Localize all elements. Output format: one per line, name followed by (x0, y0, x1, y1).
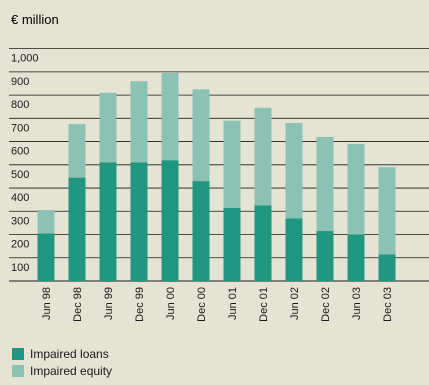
bar-impaired-loans (192, 181, 210, 281)
legend-label-impaired-equity: Impaired equity (30, 363, 113, 378)
unit-label: € million (11, 12, 59, 27)
bar-impaired-loans (68, 177, 86, 281)
y-tick-label: 800 (11, 99, 29, 111)
x-tick-label: Jun 01 (227, 287, 239, 320)
x-tick-label: Dec 99 (134, 287, 146, 322)
x-tick-label: Dec 98 (72, 287, 84, 322)
bar-impaired-equity (68, 124, 86, 178)
bar-impaired-loans (99, 162, 117, 281)
y-tick-label: 500 (11, 169, 29, 181)
x-tick-label: Jun 03 (351, 287, 363, 320)
bar-impaired-loans (316, 231, 334, 281)
bar-impaired-equity (223, 120, 241, 208)
y-tick-label: 200 (11, 239, 29, 251)
y-tick-label: 100 (11, 262, 29, 274)
bar-impaired-loans (378, 254, 396, 281)
y-tick-label: 700 (11, 122, 29, 134)
y-tick-label: 400 (11, 192, 29, 204)
y-tick-label: 900 (11, 76, 29, 88)
legend-swatch-impaired-equity (12, 364, 24, 377)
bar-impaired-equity (254, 107, 272, 206)
legend-label-impaired-loans: Impaired loans (30, 346, 109, 361)
x-tick-label: Jun 02 (289, 287, 301, 320)
y-tick-label: 300 (11, 215, 29, 227)
bar-impaired-loans (161, 160, 179, 281)
bar-impaired-loans (130, 162, 148, 281)
x-tick-label: Dec 02 (320, 287, 332, 322)
x-tick-label: Dec 03 (382, 287, 394, 322)
bar-impaired-loans (223, 207, 241, 281)
y-axis-ticks: 1,000 900 800 700 600 500 400 300 200 100 (11, 53, 39, 274)
x-tick-label: Dec 01 (258, 287, 270, 322)
bar-impaired-equity (347, 143, 365, 235)
bar-impaired-loans (254, 205, 272, 281)
bar-impaired-loans (285, 218, 303, 281)
bar-impaired-equity (378, 167, 396, 255)
x-tick-label: Dec 00 (196, 287, 208, 322)
x-tick-label: Jun 00 (165, 287, 177, 320)
bar-impaired-loans (347, 234, 365, 281)
bar-impaired-equity (37, 210, 55, 234)
legend-item-impaired-loans: Impaired loans (12, 345, 112, 362)
y-tick-label: 1,000 (11, 53, 39, 65)
x-tick-label: Jun 99 (103, 287, 115, 320)
bar-impaired-equity (130, 81, 148, 163)
legend: Impaired loans Impaired equity (12, 345, 112, 379)
bar-impaired-loans (37, 233, 55, 281)
bar-impaired-equity (192, 89, 210, 182)
legend-swatch-impaired-loans (12, 347, 24, 360)
bar-impaired-equity (99, 92, 117, 163)
y-tick-label: 600 (11, 146, 29, 158)
x-axis-ticks: Jun 98 Dec 98 Jun 99 Dec 99 Jun 00 Dec 00 Jun … (41, 287, 394, 322)
legend-item-impaired-equity: Impaired equity (12, 362, 112, 379)
x-tick-label: Jun 98 (41, 287, 53, 320)
bar-impaired-equity (285, 122, 303, 219)
bar-impaired-equity (161, 73, 179, 161)
bar-impaired-equity (316, 136, 334, 232)
bars (37, 73, 396, 281)
